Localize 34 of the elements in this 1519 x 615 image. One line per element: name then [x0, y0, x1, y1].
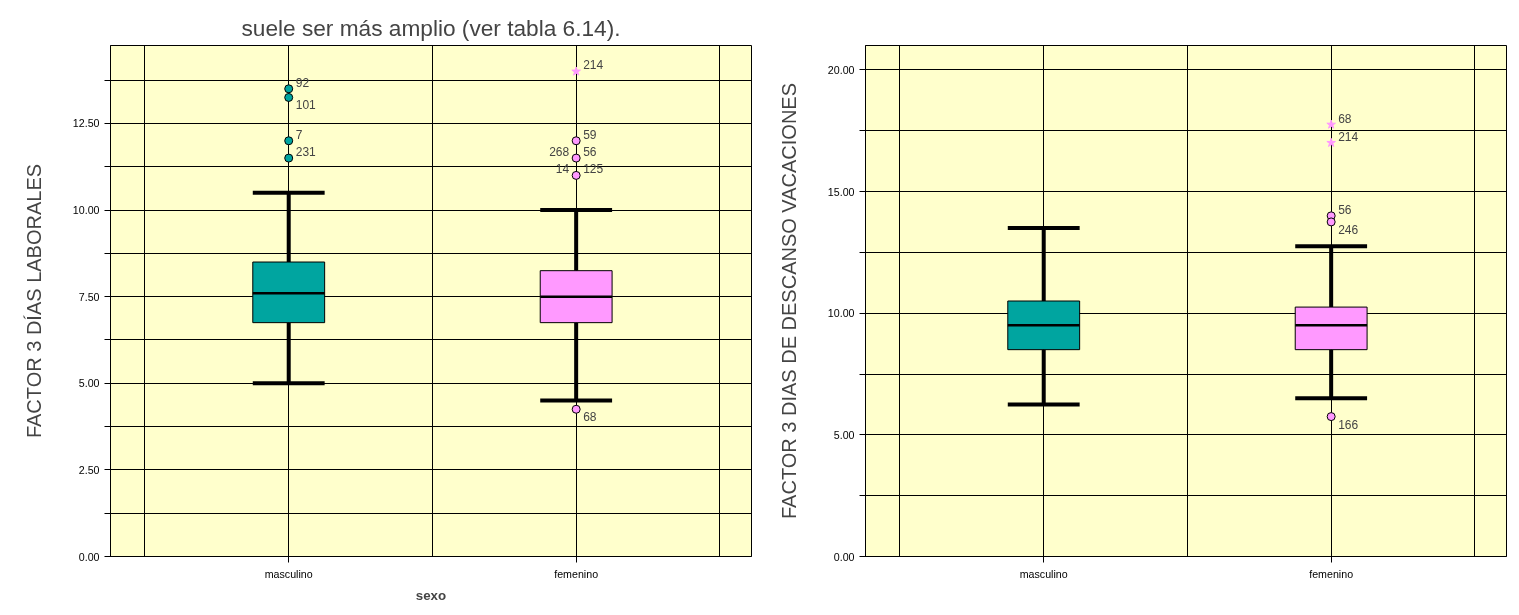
annotation: 214	[1338, 129, 1359, 144]
x-tick-label: masculino	[264, 567, 313, 580]
x-tick-label: femenino	[1309, 567, 1354, 580]
y-tick-label: 5.00	[78, 377, 100, 390]
annotation: 101	[295, 98, 317, 113]
annotation: 56	[583, 145, 597, 160]
annotation: 68	[583, 410, 597, 425]
y-tick-label: 10.00	[827, 307, 855, 320]
y-tick-label: 10.00	[72, 204, 100, 217]
annotation: 214	[583, 58, 604, 73]
x-tick-label: femenino	[554, 567, 599, 580]
y-tick-label: 0.00	[833, 550, 855, 563]
text: suele ser más amplio (ver tabla 6.14).	[241, 14, 621, 41]
y-tick-label: 0.00	[78, 550, 100, 563]
y-tick-label: 2.50	[78, 463, 100, 476]
annotation: 56	[1338, 202, 1352, 217]
y-tick-label: 5.00	[833, 428, 855, 441]
y-axis-title: FACTOR 3 DIAS DE DESCANSO VACACIONES	[777, 82, 800, 520]
annotation: 59	[583, 127, 597, 142]
x-axis-title: sexo	[415, 587, 447, 603]
y-tick-label: 15.00	[827, 185, 855, 198]
annotation: 14	[555, 162, 570, 177]
y-tick-label: 20.00	[827, 63, 855, 76]
annotation: 268	[549, 145, 570, 160]
annotation: 231	[295, 145, 317, 160]
y-axis-title: FACTOR 3 DÍAS LABORALES	[22, 163, 45, 439]
y-tick-label: 7.50	[78, 290, 100, 303]
annotation: 68	[1338, 111, 1352, 126]
x-tick-label: masculino	[1019, 567, 1068, 580]
annotation: 125	[583, 162, 604, 177]
annotation: 7	[295, 127, 303, 142]
y-tick-label: 12.50	[72, 117, 100, 130]
annotation: 166	[1338, 417, 1359, 432]
annotation: 246	[1338, 222, 1359, 237]
